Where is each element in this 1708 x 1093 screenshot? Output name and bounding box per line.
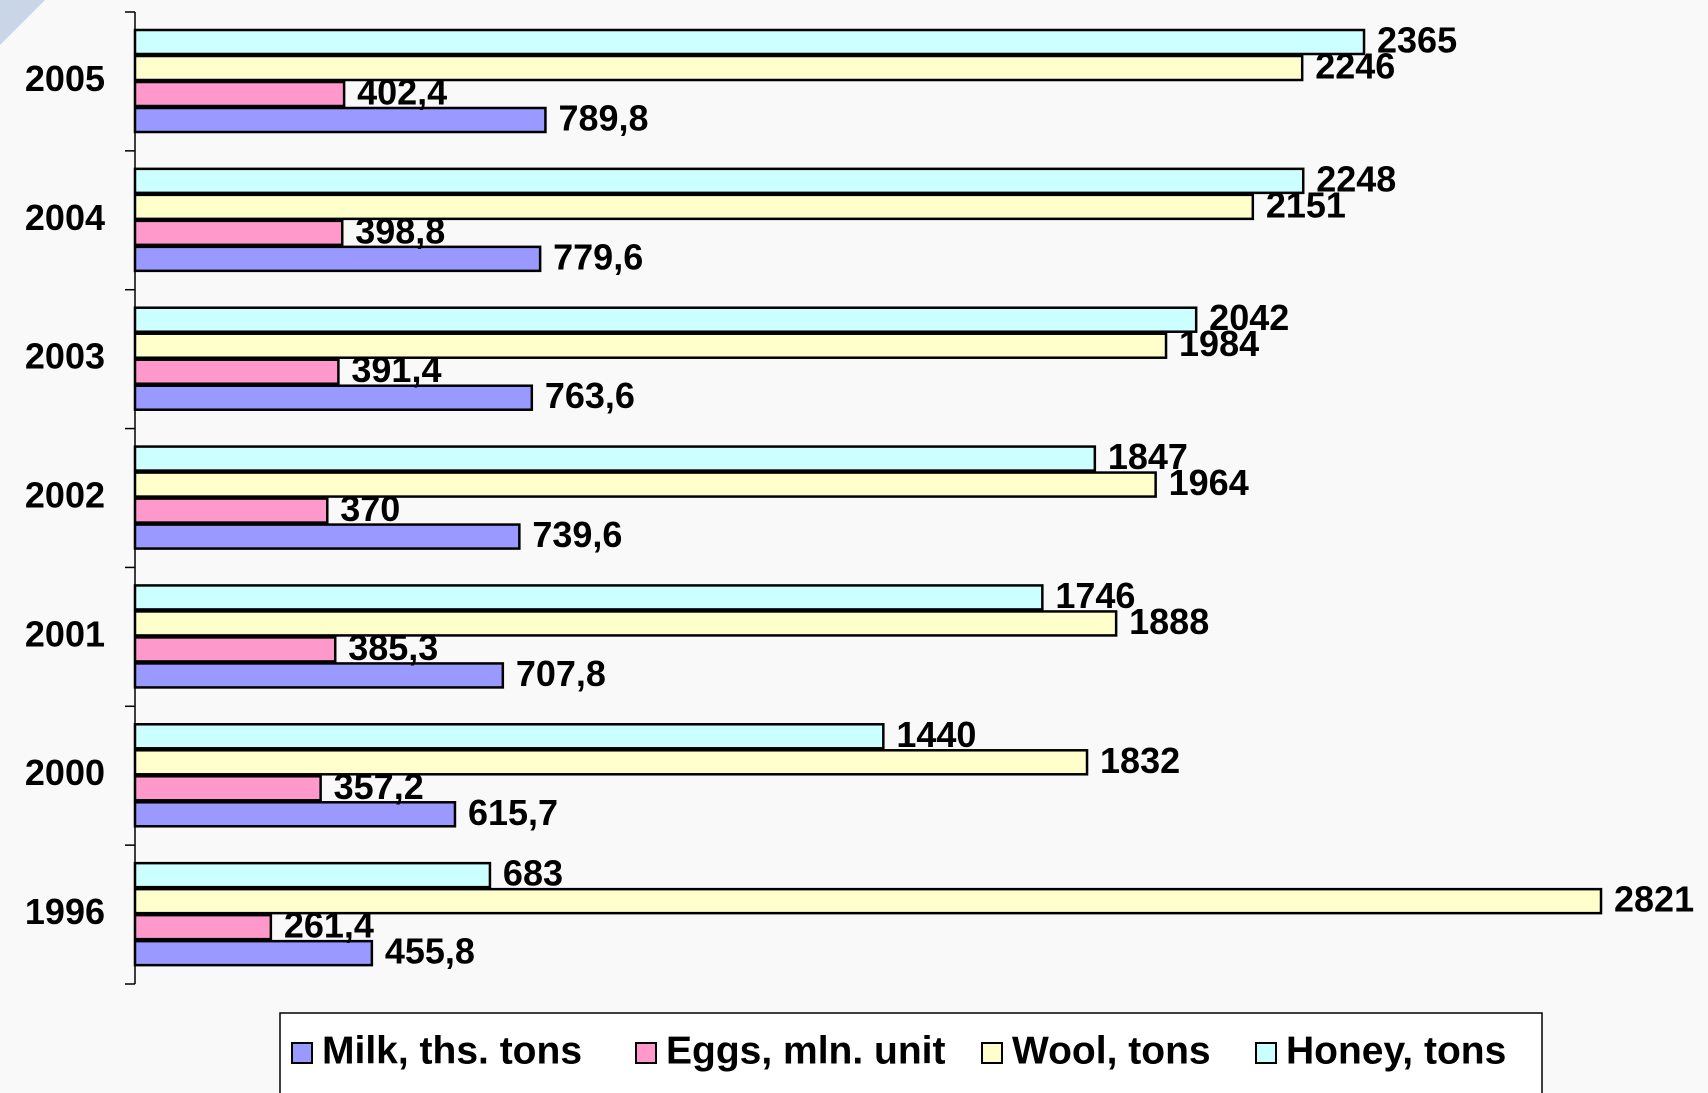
bar bbox=[133, 636, 337, 663]
legend-label: Milk, ths. tons bbox=[322, 1029, 582, 1072]
bar bbox=[133, 219, 344, 247]
legend-box bbox=[279, 1012, 1543, 1093]
bar bbox=[133, 384, 534, 411]
data-label: 683 bbox=[503, 853, 563, 894]
y-tick-label: 2005 bbox=[25, 58, 105, 99]
legend-swatch bbox=[635, 1042, 657, 1064]
data-label: 1440 bbox=[896, 714, 976, 755]
data-label: 763,6 bbox=[545, 375, 635, 416]
legend-swatch bbox=[981, 1042, 1003, 1064]
bar bbox=[133, 358, 340, 385]
y-tick-label: 2002 bbox=[25, 475, 105, 516]
bar bbox=[133, 471, 1157, 498]
legend-swatch bbox=[1255, 1042, 1277, 1064]
bar bbox=[133, 54, 1304, 82]
y-tick-label: 2004 bbox=[25, 197, 105, 238]
bar bbox=[133, 584, 1044, 611]
corner-decoration bbox=[0, 0, 45, 45]
bar bbox=[133, 723, 885, 750]
bar bbox=[133, 106, 547, 134]
y-tick-label: 2001 bbox=[25, 613, 105, 654]
bar bbox=[133, 497, 329, 524]
data-label: 2821 bbox=[1614, 879, 1694, 920]
data-label: 779,6 bbox=[553, 236, 643, 277]
data-label: 2365 bbox=[1377, 20, 1457, 61]
data-label: 2248 bbox=[1316, 158, 1396, 199]
y-tick-label: 2000 bbox=[25, 752, 105, 793]
bar bbox=[133, 306, 1198, 333]
bar bbox=[133, 801, 457, 828]
legend-swatch bbox=[291, 1042, 313, 1064]
data-label: 1832 bbox=[1100, 740, 1180, 781]
bar bbox=[133, 245, 542, 273]
bar bbox=[133, 167, 1305, 195]
bar bbox=[133, 80, 346, 108]
bar bbox=[133, 332, 1168, 359]
bar bbox=[133, 939, 374, 967]
bar bbox=[133, 523, 521, 550]
data-label: 455,8 bbox=[385, 931, 475, 972]
bar bbox=[133, 861, 492, 889]
data-label: 1746 bbox=[1055, 575, 1135, 616]
data-label: 707,8 bbox=[516, 653, 606, 694]
data-label: 1888 bbox=[1129, 601, 1209, 642]
legend-label: Eggs, mln. unit bbox=[666, 1029, 946, 1072]
bar bbox=[133, 662, 505, 689]
data-label: 789,8 bbox=[558, 98, 648, 139]
bar bbox=[133, 887, 1603, 915]
bar bbox=[133, 775, 322, 802]
data-label: 739,6 bbox=[532, 514, 622, 555]
y-tick-label: 2003 bbox=[25, 336, 105, 377]
bar bbox=[133, 28, 1366, 56]
bar bbox=[133, 749, 1089, 776]
bar bbox=[133, 445, 1097, 472]
legend-label: Wool, tons bbox=[1012, 1029, 1211, 1072]
bar bbox=[133, 610, 1118, 637]
legend-label: Honey, tons bbox=[1286, 1029, 1506, 1072]
data-label: 615,7 bbox=[468, 792, 558, 833]
data-label: 1847 bbox=[1108, 436, 1188, 477]
data-label: 2042 bbox=[1209, 297, 1289, 338]
bar bbox=[133, 913, 273, 941]
data-label: 1964 bbox=[1169, 462, 1249, 503]
y-tick-label: 1996 bbox=[25, 891, 105, 932]
bar bbox=[133, 193, 1255, 221]
